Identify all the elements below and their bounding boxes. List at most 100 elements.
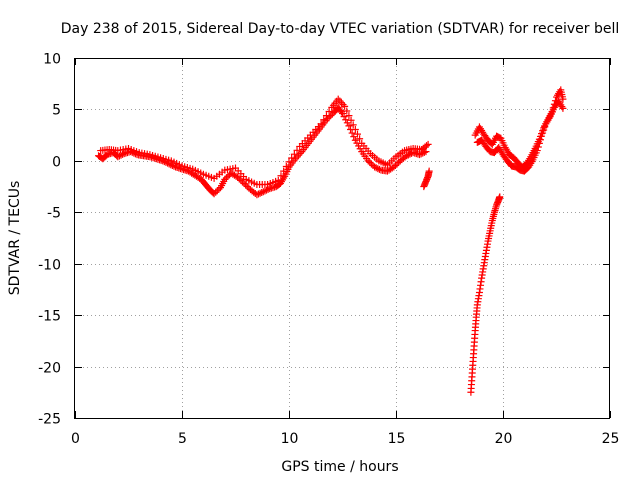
data-point [240,179,248,187]
data-point [343,119,351,127]
data-point [559,104,567,112]
data-point [317,120,325,128]
x-tick-label: 5 [178,431,187,447]
data-series [420,167,433,191]
y-tick-label: -15 [38,309,61,325]
data-point [320,116,328,124]
plot-frame [74,58,610,419]
y-tick-labels: -25 -20 -15 -10 -5 0 5 10 [38,52,61,428]
data-point [348,129,356,137]
data-point [288,154,296,162]
data-series [97,95,432,189]
data-point [259,188,267,196]
data-point [535,139,543,147]
data-point [349,121,357,129]
data-point [353,130,361,138]
data-point [296,149,304,157]
data-point [425,167,433,175]
data-point [345,122,353,130]
data-point [243,183,251,191]
data-point [364,157,372,165]
data-point [390,163,398,171]
data-point [261,187,269,195]
data-point [406,150,414,158]
data-point [263,186,271,194]
data-point [391,161,399,169]
data-point [351,125,359,133]
y-tick-label: -20 [38,361,61,377]
data-point [235,175,243,183]
y-tick-label: 10 [43,52,61,68]
data-point [372,164,380,172]
y-tick-label: -10 [38,258,61,274]
x-tick-label: 25 [602,431,620,447]
data-point [295,151,303,159]
data-point [538,132,546,140]
x-tick-label: 15 [388,431,406,447]
data-point [274,176,282,184]
data-point [224,172,232,180]
data-point [285,158,293,166]
data-point [367,160,375,168]
data-point [256,189,264,197]
data-point [164,159,172,167]
x-tick-label: 10 [281,431,299,447]
data-point [341,102,349,110]
data-point [234,173,242,181]
data-point [290,150,298,158]
data-point [258,188,266,196]
data-point [350,133,358,141]
data-point [115,152,123,160]
data-point [393,160,401,168]
data-point [324,115,332,123]
data-point [325,107,333,115]
data-point [337,108,345,116]
data-point [343,107,351,115]
x-axis-label: GPS time / hours [281,459,398,475]
data-point [337,99,345,107]
x-tick-label: 0 [71,431,80,447]
grid [75,58,610,418]
data-point [293,146,301,154]
data-point [222,174,230,182]
data-point [375,165,383,173]
data-point [340,113,348,121]
data-point [540,126,548,134]
data-point [215,185,223,193]
y-tick-label: 0 [52,155,61,171]
data-point [322,112,330,120]
x-tick-label: 20 [495,431,513,447]
y-tick-label: -25 [38,412,61,428]
data-series [473,97,567,175]
data-point [496,193,504,201]
data-point [212,188,220,196]
data-point [237,176,245,184]
data-point [536,136,544,144]
x-tick-labels: 0 5 10 15 20 25 [71,431,619,447]
data-point [277,172,285,180]
data-point [210,190,218,198]
data-point [374,165,382,173]
data-point [345,112,353,120]
data-series [471,86,567,171]
data-points [95,86,567,396]
data-point [339,110,346,118]
data-point [280,167,288,175]
data-point [371,163,379,171]
data-point [533,147,541,155]
data-point [221,175,229,183]
data-point [114,153,122,161]
data-point [422,142,430,150]
data-point [366,158,374,166]
y-tick-label: -5 [47,206,61,222]
data-point [424,140,432,148]
data-point [238,178,246,186]
axis-ticks [75,58,611,419]
data-point [255,190,263,198]
data-point [347,116,355,124]
data-point [282,163,290,171]
data-point [541,123,549,131]
y-axis-label: SDTVAR / TECUs [7,181,23,296]
y-tick-label: 5 [52,103,61,119]
